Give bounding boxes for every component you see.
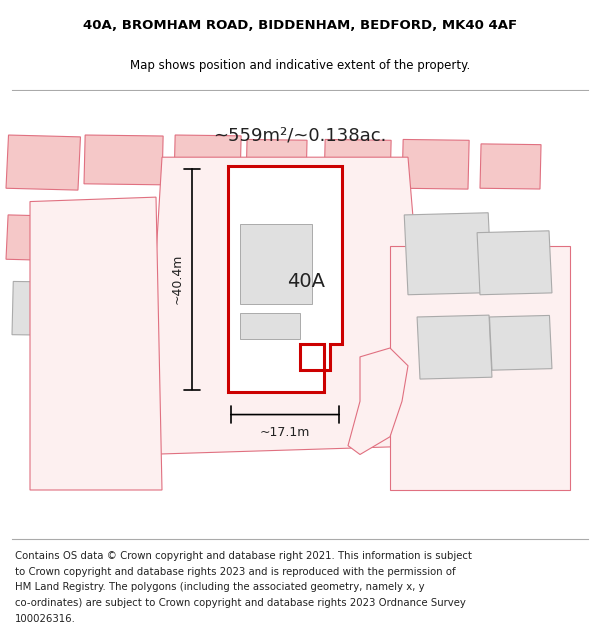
Bar	[84, 357, 145, 411]
Text: to Crown copyright and database rights 2023 and is reproduced with the permissio: to Crown copyright and database rights 2…	[15, 566, 455, 576]
Bar	[324, 139, 391, 189]
Text: 40A: 40A	[287, 272, 325, 291]
Bar	[240, 312, 300, 339]
Text: 100026316.: 100026316.	[15, 614, 76, 624]
Text: ~17.1m: ~17.1m	[260, 426, 310, 439]
Polygon shape	[144, 157, 432, 454]
Bar	[490, 316, 552, 370]
Bar	[78, 215, 146, 256]
Text: ~40.4m: ~40.4m	[170, 254, 184, 304]
Bar	[404, 213, 492, 295]
Bar	[78, 281, 139, 327]
Bar	[6, 135, 80, 190]
Text: HM Land Registry. The polygons (including the associated geometry, namely x, y: HM Land Registry. The polygons (includin…	[15, 582, 425, 592]
Bar	[402, 139, 469, 189]
Text: co-ordinates) are subject to Crown copyright and database rights 2023 Ordnance S: co-ordinates) are subject to Crown copyr…	[15, 598, 466, 608]
Bar	[477, 231, 552, 295]
Bar	[246, 139, 307, 184]
Polygon shape	[30, 197, 162, 490]
Bar	[240, 224, 312, 304]
Polygon shape	[390, 246, 570, 490]
Polygon shape	[228, 166, 342, 392]
Bar	[480, 144, 541, 189]
Text: ~559m²/~0.138ac.: ~559m²/~0.138ac.	[214, 126, 386, 144]
Text: Contains OS data © Crown copyright and database right 2021. This information is : Contains OS data © Crown copyright and d…	[15, 551, 472, 561]
Bar	[174, 135, 241, 184]
Polygon shape	[348, 348, 408, 454]
Bar	[6, 215, 68, 261]
Bar	[84, 135, 163, 185]
Text: 40A, BROMHAM ROAD, BIDDENHAM, BEDFORD, MK40 4AF: 40A, BROMHAM ROAD, BIDDENHAM, BEDFORD, M…	[83, 19, 517, 32]
Bar	[417, 315, 492, 379]
Bar	[12, 281, 67, 336]
Text: Map shows position and indicative extent of the property.: Map shows position and indicative extent…	[130, 59, 470, 72]
